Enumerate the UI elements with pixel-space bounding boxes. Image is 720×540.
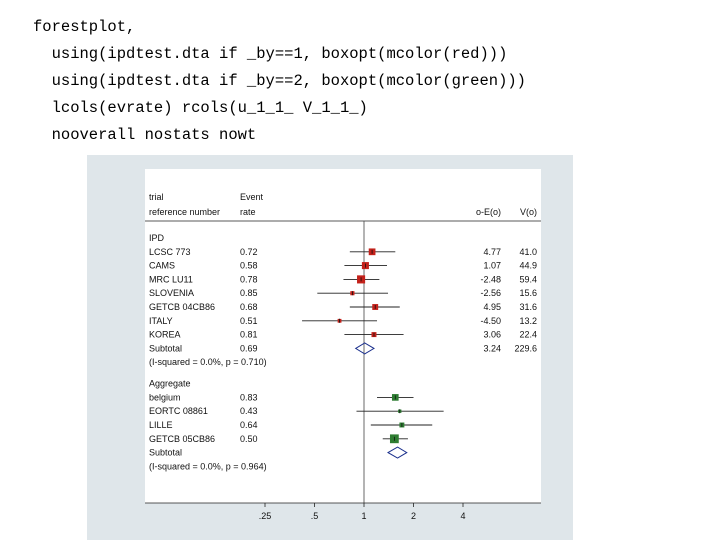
study-label: MRC LU11 (149, 274, 193, 284)
study-event-rate: 0.43 (240, 406, 258, 416)
study-label: GETCB 04CB86 (149, 302, 215, 312)
study-event-rate: 0.64 (240, 420, 258, 430)
study-event-rate: 0.58 (240, 261, 258, 271)
study-v: 22.4 (519, 330, 537, 340)
x-axis-tick-label: 1 (361, 511, 366, 521)
study-o-e: -2.56 (480, 288, 501, 298)
study-label: LCSC 773 (149, 247, 191, 257)
study-o-e: 3.06 (483, 330, 501, 340)
code-line: lcols(evrate) rcols(u_1_1_ V_1_1_) (33, 99, 368, 117)
subtotal-label: Subtotal (149, 343, 182, 353)
header-reference-number: reference number (149, 207, 220, 217)
forest-plot-figure: trial reference number Event rate o-E(o) V(o)… (87, 155, 573, 540)
header-rate: rate (240, 207, 256, 217)
study-label: EORTC 08861 (149, 406, 208, 416)
subtotal-v: 229.6 (514, 343, 537, 353)
study-label: LILLE (149, 420, 173, 430)
x-axis-tick-label: 4 (460, 511, 465, 521)
study-event-rate: 0.78 (240, 274, 258, 284)
code-line: nooverall nostats nowt (33, 126, 257, 144)
heterogeneity-statistic: (I-squared = 0.0%, p = 0.710) (149, 357, 267, 367)
header-trial: trial (149, 192, 164, 202)
study-v: 59.4 (519, 274, 537, 284)
study-event-rate: 0.51 (240, 316, 258, 326)
study-label: CAMS (149, 261, 175, 271)
study-o-e: 4.77 (483, 247, 501, 257)
forest-plot-area: trial reference number Event rate o-E(o) V(o)… (145, 169, 541, 521)
subtotal-diamond (387, 446, 408, 459)
x-axis-tick-label: .5 (311, 511, 319, 521)
code-line: using(ipdtest.dta if _by==1, boxopt(mcol… (33, 45, 508, 63)
study-label: ITALY (149, 316, 173, 326)
x-axis-tick-label: 2 (411, 511, 416, 521)
study-event-rate: 0.50 (240, 434, 258, 444)
group-heading: Aggregate (149, 379, 191, 389)
subtotal-diamond (354, 342, 375, 355)
stata-command-code: forestplot, using(ipdtest.dta if _by==1,… (33, 14, 526, 149)
code-line: forestplot, (33, 18, 136, 36)
study-o-e: -2.48 (480, 274, 501, 284)
header-v: V(o) (520, 207, 537, 217)
study-event-rate: 0.81 (240, 330, 258, 340)
study-o-e: 1.07 (483, 261, 501, 271)
study-event-rate: 0.68 (240, 302, 258, 312)
study-label: belgium (149, 392, 181, 402)
header-event: Event (240, 192, 264, 202)
study-event-rate: 0.85 (240, 288, 258, 298)
study-v: 13.2 (519, 316, 537, 326)
study-v: 15.6 (519, 288, 537, 298)
study-v: 41.0 (519, 247, 537, 257)
subtotal-event-rate: 0.69 (240, 343, 258, 353)
group-heading: IPD (149, 233, 165, 243)
x-axis-tick-label: .25 (259, 511, 272, 521)
forest-plot-svg: trial reference number Event rate o-E(o) V(o)… (145, 192, 541, 521)
subtotal-label: Subtotal (149, 448, 182, 458)
heterogeneity-statistic: (I-squared = 0.0%, p = 0.964) (149, 461, 267, 471)
code-line: using(ipdtest.dta if _by==2, boxopt(mcol… (33, 72, 526, 90)
study-label: SLOVENIA (149, 288, 194, 298)
study-event-rate: 0.72 (240, 247, 258, 257)
study-event-rate: 0.83 (240, 392, 258, 402)
study-v: 31.6 (519, 302, 537, 312)
study-label: GETCB 05CB86 (149, 434, 215, 444)
study-label: KOREA (149, 330, 181, 340)
subtotal-o-e: 3.24 (483, 343, 501, 353)
header-o-e: o-E(o) (476, 207, 501, 217)
study-o-e: 4.95 (483, 302, 501, 312)
study-v: 44.9 (519, 261, 537, 271)
study-o-e: -4.50 (480, 316, 501, 326)
